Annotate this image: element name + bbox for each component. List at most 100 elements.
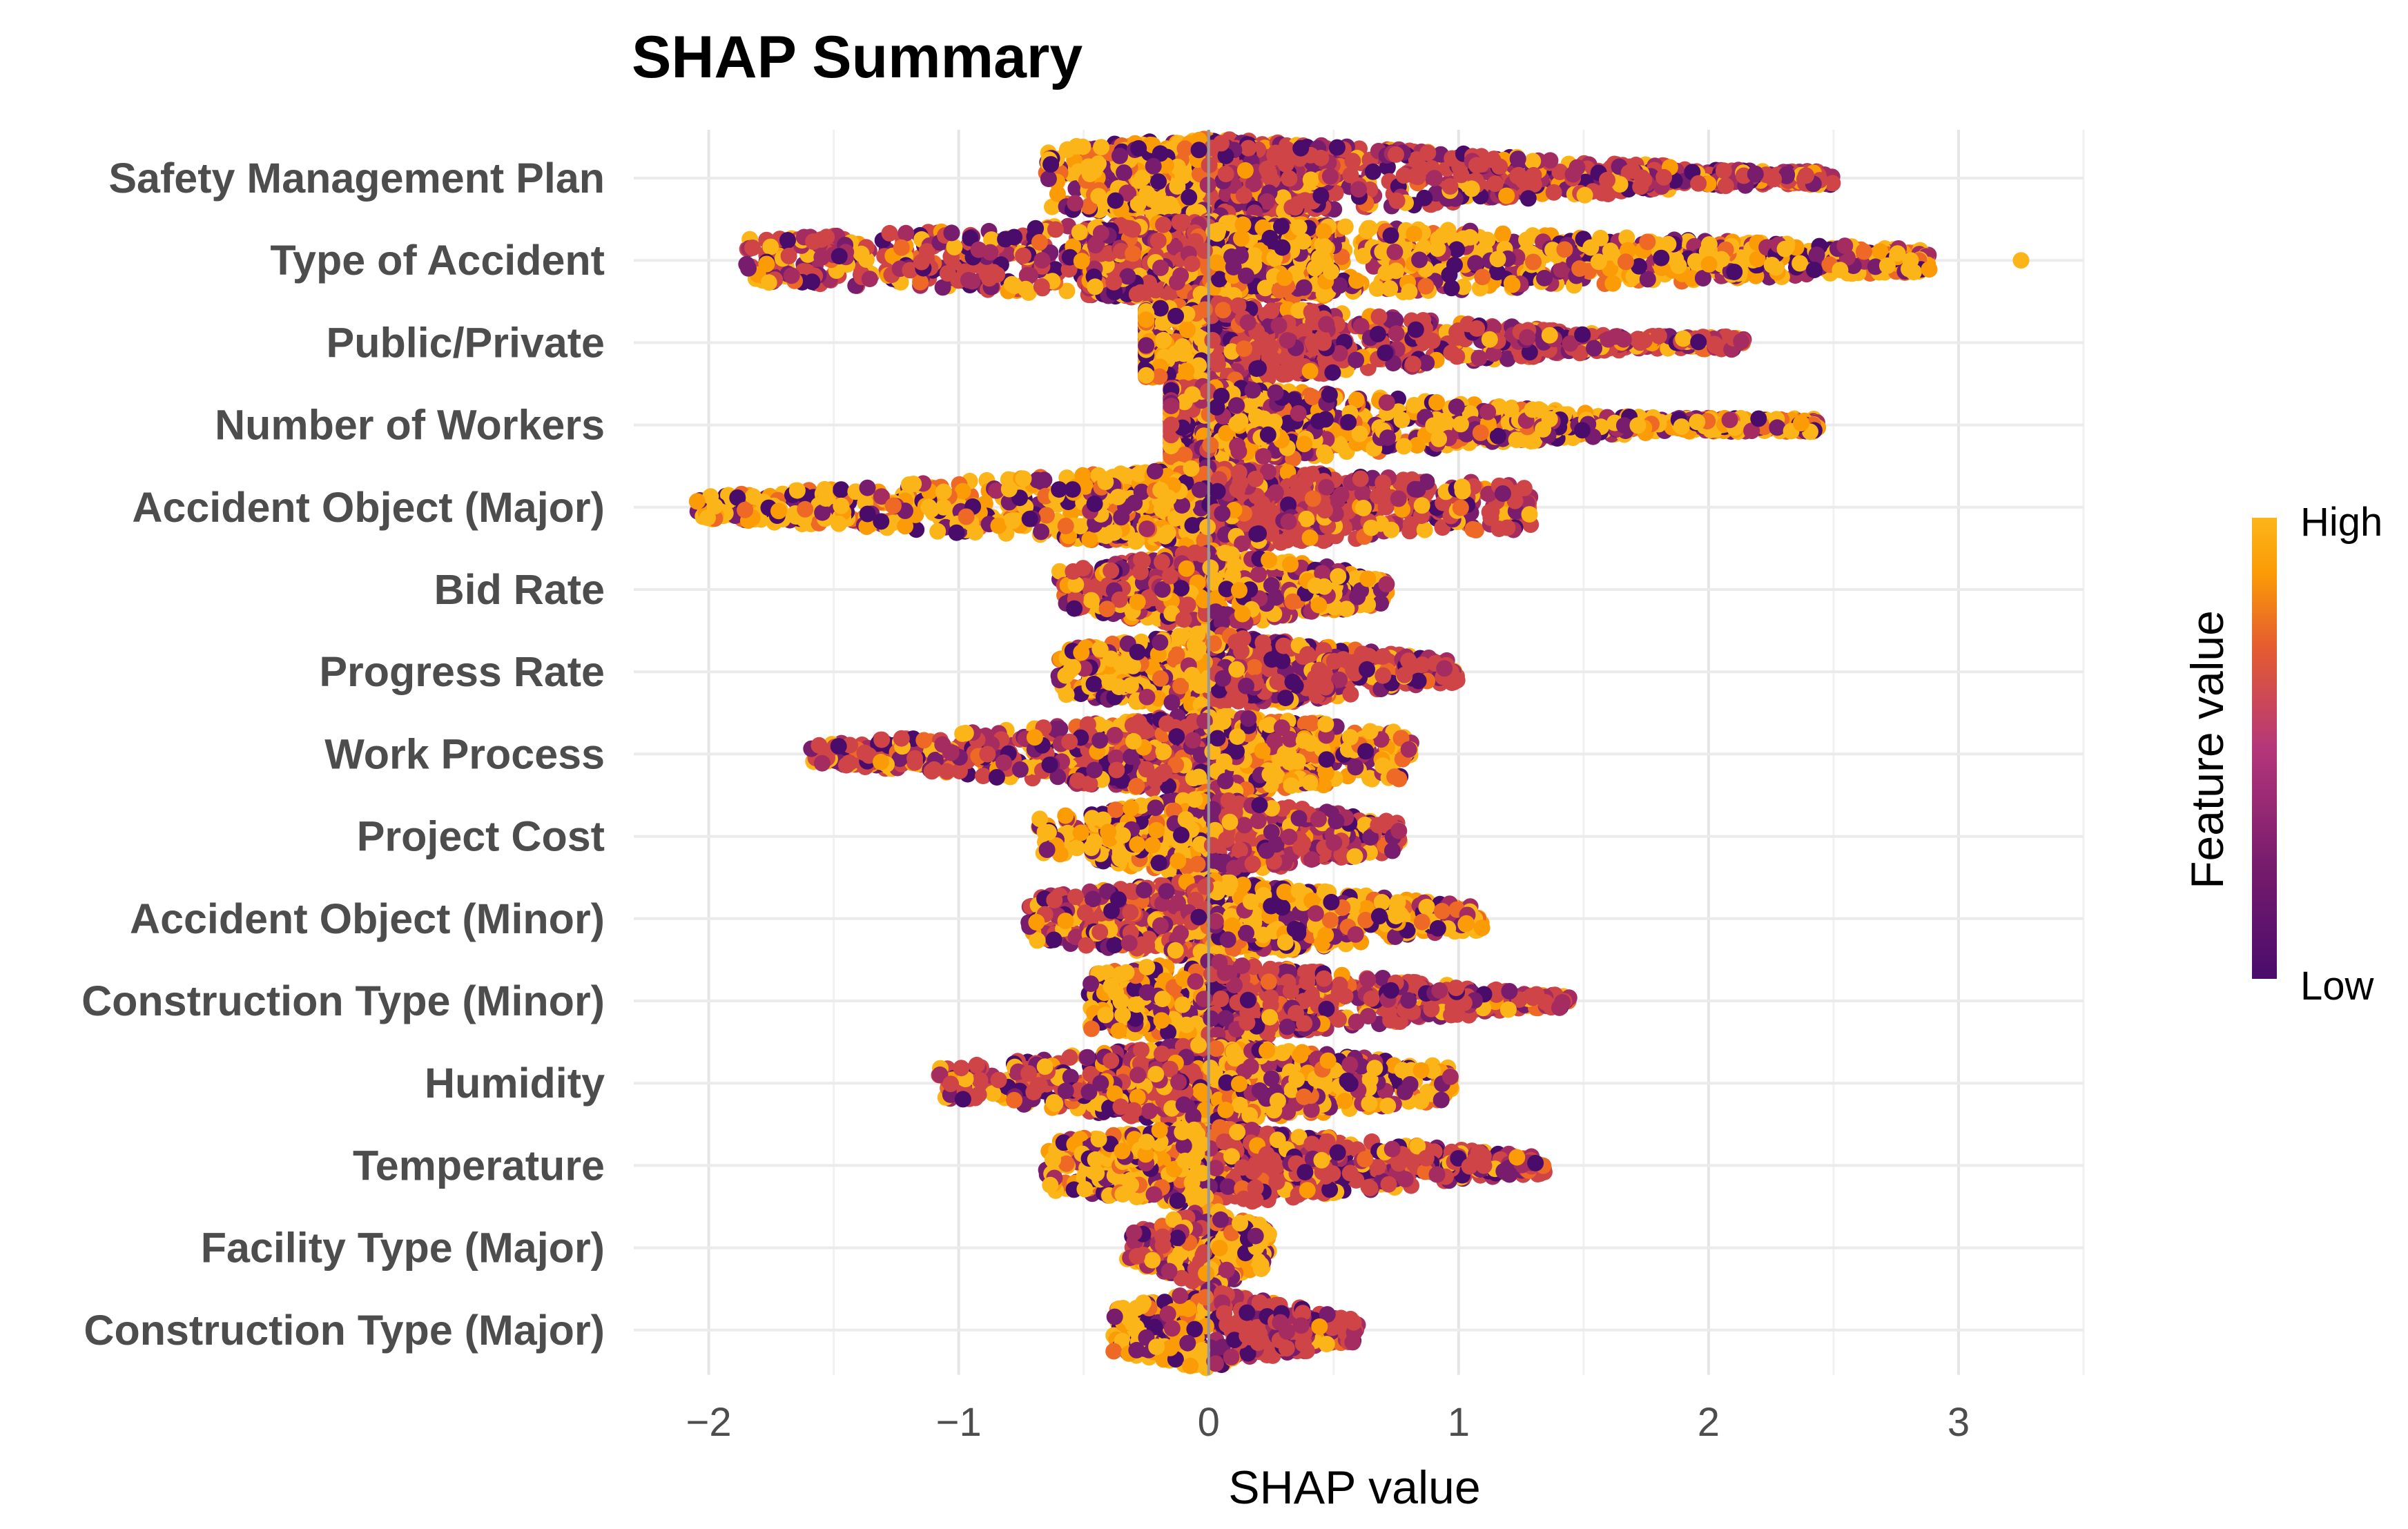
shap-point bbox=[913, 253, 930, 271]
shap-point bbox=[1519, 329, 1536, 346]
shap-point bbox=[1261, 164, 1278, 182]
shap-point bbox=[1808, 246, 1825, 264]
shap-point bbox=[1518, 231, 1535, 249]
shap-point bbox=[1617, 253, 1634, 271]
shap-point bbox=[1292, 139, 1310, 157]
shap-point bbox=[1733, 333, 1750, 350]
shap-point bbox=[1310, 249, 1328, 266]
shap-point bbox=[1212, 135, 1230, 152]
shap-point bbox=[1116, 164, 1133, 182]
shap-point bbox=[1047, 221, 1064, 238]
chart-title: SHAP Summary bbox=[632, 24, 1082, 90]
shap-point bbox=[1765, 171, 1783, 188]
shap-point bbox=[1600, 331, 1617, 348]
shap-point bbox=[1470, 349, 1488, 367]
shap-point bbox=[1301, 362, 1319, 380]
shap-point bbox=[1276, 269, 1293, 286]
shap-point bbox=[1138, 185, 1156, 202]
shap-point bbox=[1015, 247, 1032, 264]
shap-point bbox=[1265, 351, 1282, 368]
shap-point bbox=[1370, 308, 1388, 325]
feature-swarm bbox=[738, 212, 2030, 308]
shap-point bbox=[1707, 337, 1724, 354]
shap-point bbox=[1604, 275, 1622, 292]
shap-point bbox=[1498, 187, 1515, 204]
shap-point bbox=[1138, 311, 1155, 329]
shap-point bbox=[1726, 264, 1743, 280]
shap-point bbox=[1190, 142, 1207, 159]
shap-point bbox=[1495, 225, 1511, 242]
shap-point bbox=[1239, 314, 1256, 331]
shap-point bbox=[1348, 351, 1365, 369]
shap-point bbox=[1656, 168, 1673, 186]
shap-point bbox=[1639, 233, 1656, 251]
feature-swarm bbox=[1163, 378, 1827, 471]
shap-point bbox=[1468, 157, 1485, 174]
shap-point bbox=[1181, 188, 1198, 206]
shap-point bbox=[744, 240, 761, 256]
shap-point bbox=[1564, 166, 1582, 183]
shap-point bbox=[1073, 253, 1090, 270]
shap-point bbox=[1401, 283, 1418, 300]
shap-point bbox=[1717, 177, 1734, 195]
shap-point bbox=[1524, 153, 1542, 170]
shap-point bbox=[1690, 175, 1707, 192]
shap-point bbox=[1176, 140, 1194, 157]
shap-point bbox=[1525, 253, 1542, 271]
shap-point bbox=[1270, 317, 1288, 334]
shap-point bbox=[1358, 222, 1375, 240]
shap-point bbox=[1042, 156, 1060, 173]
shap-point bbox=[1273, 218, 1290, 235]
shap-point bbox=[1824, 175, 1841, 192]
shap-point bbox=[1381, 280, 1399, 297]
shap-point bbox=[783, 267, 800, 284]
shap-point bbox=[1364, 163, 1381, 180]
shap-point bbox=[1463, 180, 1480, 197]
shap-point bbox=[1586, 340, 1602, 357]
shap-point bbox=[1481, 331, 1498, 348]
shap-point bbox=[1150, 173, 1167, 191]
shap-point bbox=[897, 224, 915, 242]
shap-point bbox=[1208, 254, 1225, 271]
shap-point bbox=[1386, 244, 1404, 260]
shap-point bbox=[1138, 337, 1155, 354]
shap-point bbox=[1382, 227, 1399, 244]
feature-swarm bbox=[1038, 130, 1841, 226]
shap-point bbox=[1350, 181, 1367, 198]
shap-point bbox=[1571, 260, 1589, 277]
shap-point bbox=[1576, 186, 1593, 204]
shap-point bbox=[1441, 178, 1459, 195]
shap-point bbox=[1318, 315, 1335, 333]
shap-point bbox=[1259, 193, 1276, 210]
shap-point bbox=[1125, 221, 1142, 238]
shap-point bbox=[1798, 167, 1814, 184]
shap-point bbox=[1556, 241, 1573, 258]
shap-point bbox=[1132, 284, 1149, 301]
shap-point bbox=[1303, 303, 1320, 320]
shap-point bbox=[1582, 239, 1600, 256]
shap-point bbox=[1832, 262, 1849, 279]
shap-point bbox=[1315, 223, 1332, 240]
shap-point bbox=[1574, 326, 1591, 343]
shap-point bbox=[1040, 171, 1057, 188]
shap-point bbox=[758, 255, 775, 273]
shap-point bbox=[1776, 240, 1794, 257]
shap-point bbox=[1145, 157, 1162, 175]
shap-point bbox=[1196, 301, 1213, 318]
shap-point bbox=[1778, 166, 1796, 183]
shap-point bbox=[1274, 239, 1291, 256]
shap-point bbox=[1504, 276, 1521, 293]
shap-point bbox=[1545, 184, 1562, 201]
shap-point bbox=[1484, 151, 1502, 168]
shap-point bbox=[760, 274, 777, 291]
shap-point bbox=[1747, 166, 1764, 183]
shap-point bbox=[1111, 147, 1128, 164]
shap-point bbox=[1297, 192, 1314, 209]
shap-point bbox=[1448, 241, 1465, 258]
shap-point bbox=[1348, 272, 1366, 289]
shap-point bbox=[1279, 332, 1296, 349]
shap-point bbox=[1611, 176, 1629, 193]
shap-point bbox=[779, 232, 796, 249]
feature-swarm bbox=[1138, 295, 1752, 390]
shap-point bbox=[1087, 278, 1104, 295]
